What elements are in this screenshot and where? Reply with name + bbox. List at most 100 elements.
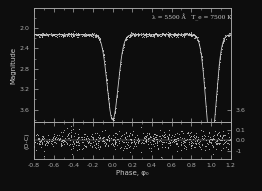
Point xyxy=(106,96,111,99)
Point xyxy=(127,135,132,138)
Point xyxy=(142,34,146,37)
Point xyxy=(87,138,91,141)
Point xyxy=(66,32,70,35)
Point xyxy=(191,33,195,36)
Point xyxy=(116,90,120,93)
Point xyxy=(111,139,115,142)
Point xyxy=(167,134,171,137)
Point xyxy=(52,33,56,36)
Point xyxy=(204,105,208,108)
Point xyxy=(142,36,146,39)
Point xyxy=(43,34,47,37)
Point xyxy=(189,147,193,150)
Point xyxy=(213,129,217,132)
Point xyxy=(71,35,75,38)
Point xyxy=(189,145,193,148)
Point xyxy=(86,137,90,140)
Point xyxy=(188,33,192,36)
Point xyxy=(130,141,134,144)
Point xyxy=(139,151,143,154)
Point xyxy=(174,34,179,37)
Point xyxy=(144,140,148,143)
Point xyxy=(227,143,231,146)
Point xyxy=(97,137,101,140)
Point xyxy=(228,138,233,141)
Point xyxy=(175,32,179,36)
Point xyxy=(208,141,212,144)
Point xyxy=(150,139,155,142)
Point xyxy=(199,55,204,58)
Point xyxy=(32,145,36,148)
Point xyxy=(107,103,111,106)
Point xyxy=(189,35,193,38)
Point xyxy=(200,62,204,65)
Point xyxy=(109,137,113,140)
Point xyxy=(136,142,140,145)
Point xyxy=(45,33,50,36)
Point xyxy=(185,32,189,35)
Point xyxy=(154,32,158,35)
Point xyxy=(123,39,127,42)
Point xyxy=(62,33,67,36)
Point xyxy=(185,132,189,135)
Point xyxy=(86,33,90,36)
Point xyxy=(163,135,167,138)
Point xyxy=(69,124,73,127)
Point xyxy=(131,31,135,34)
Point xyxy=(60,33,64,36)
Point xyxy=(196,136,200,139)
Point xyxy=(128,35,132,38)
Point xyxy=(159,140,163,143)
Point xyxy=(105,79,109,82)
Point xyxy=(32,145,36,148)
Point xyxy=(96,139,100,142)
Point xyxy=(160,34,164,37)
Point xyxy=(69,32,73,35)
Point xyxy=(195,140,199,143)
Point xyxy=(193,140,197,143)
Point xyxy=(216,142,220,145)
Point xyxy=(74,32,79,35)
Point xyxy=(153,32,157,36)
Point xyxy=(218,138,222,141)
Point xyxy=(100,47,105,50)
Point xyxy=(206,139,211,142)
Point xyxy=(38,141,42,144)
Point xyxy=(115,132,119,135)
Point xyxy=(189,134,193,137)
Point xyxy=(111,143,116,146)
Point xyxy=(63,33,67,36)
Point xyxy=(84,34,88,37)
Point xyxy=(37,32,41,35)
Point xyxy=(136,139,140,142)
Point xyxy=(174,34,178,37)
Point xyxy=(123,136,127,139)
Point xyxy=(132,34,136,37)
Point xyxy=(104,143,108,146)
Point xyxy=(105,77,109,80)
Point xyxy=(105,87,109,91)
Point xyxy=(226,34,230,37)
Point xyxy=(189,131,193,134)
Point xyxy=(110,141,114,144)
Point xyxy=(158,35,162,38)
Point xyxy=(36,33,40,36)
Point xyxy=(154,140,159,143)
Point xyxy=(190,141,194,144)
Point xyxy=(220,138,224,142)
Point xyxy=(83,144,87,147)
Point xyxy=(146,33,150,36)
Point xyxy=(162,135,166,138)
Point xyxy=(128,144,132,147)
Point xyxy=(204,110,208,113)
Point xyxy=(226,147,231,151)
Point xyxy=(169,138,173,141)
Point xyxy=(34,33,38,36)
Point xyxy=(73,32,77,36)
Point xyxy=(223,36,227,39)
Point xyxy=(184,32,188,35)
Point xyxy=(189,135,193,138)
Point xyxy=(139,33,143,36)
Point xyxy=(58,137,62,140)
Point xyxy=(57,32,61,35)
